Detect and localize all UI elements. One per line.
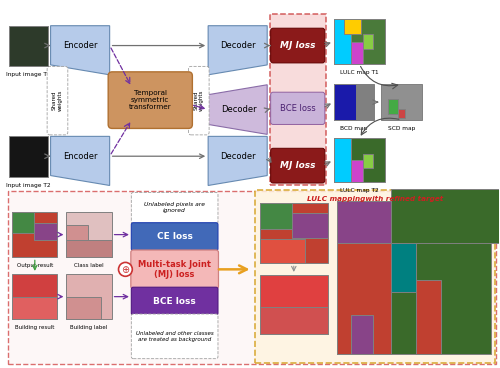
Bar: [334, 84, 356, 120]
Bar: [363, 34, 373, 49]
Text: MJ loss: MJ loss: [280, 161, 316, 170]
Bar: [66, 212, 112, 258]
Bar: [12, 212, 34, 233]
FancyBboxPatch shape: [188, 66, 209, 135]
Polygon shape: [208, 137, 267, 185]
Text: LULC map T2: LULC map T2: [340, 188, 378, 193]
Text: Building label: Building label: [70, 325, 108, 330]
FancyBboxPatch shape: [108, 72, 192, 128]
Bar: [351, 42, 363, 64]
Bar: [12, 212, 58, 258]
FancyBboxPatch shape: [132, 223, 218, 251]
FancyBboxPatch shape: [47, 66, 68, 135]
Bar: [260, 203, 328, 263]
Text: SCD map: SCD map: [388, 126, 415, 131]
Bar: [8, 191, 496, 364]
Text: Decoder: Decoder: [220, 41, 256, 50]
Bar: [66, 274, 112, 319]
FancyBboxPatch shape: [132, 192, 218, 224]
Text: Unlabeled pixels are
ignored: Unlabeled pixels are ignored: [144, 202, 205, 213]
Text: BCD map: BCD map: [340, 126, 367, 131]
Bar: [334, 84, 374, 120]
Bar: [66, 297, 101, 319]
Bar: [34, 223, 58, 240]
Bar: [363, 154, 373, 168]
Text: Encoder: Encoder: [63, 41, 98, 50]
Bar: [382, 84, 422, 120]
Bar: [334, 138, 351, 182]
Bar: [12, 297, 58, 319]
Bar: [388, 99, 398, 114]
Text: LULC map T1: LULC map T1: [340, 70, 378, 75]
Bar: [398, 109, 405, 118]
Text: BCE loss: BCE loss: [154, 297, 196, 305]
Polygon shape: [50, 137, 110, 185]
Text: Decoder: Decoder: [221, 105, 256, 114]
Text: MJ loss: MJ loss: [280, 41, 316, 50]
Polygon shape: [50, 26, 110, 75]
Bar: [392, 201, 416, 292]
Text: Input image T1: Input image T1: [6, 72, 51, 77]
Bar: [260, 203, 292, 229]
Bar: [334, 138, 386, 182]
Bar: [334, 19, 351, 64]
Text: Class label: Class label: [74, 263, 104, 268]
Text: Encoder: Encoder: [63, 152, 98, 161]
Bar: [66, 225, 88, 240]
Bar: [337, 201, 490, 354]
Polygon shape: [208, 85, 267, 134]
Bar: [255, 190, 495, 362]
Text: Building result: Building result: [15, 325, 54, 330]
Text: Output result: Output result: [16, 263, 53, 268]
Bar: [351, 315, 373, 354]
Bar: [260, 238, 305, 263]
Text: CE loss: CE loss: [156, 232, 192, 241]
Bar: [337, 201, 392, 243]
FancyBboxPatch shape: [270, 148, 325, 183]
Text: Decoder: Decoder: [220, 152, 256, 161]
Bar: [334, 19, 386, 64]
FancyBboxPatch shape: [270, 28, 325, 63]
Bar: [260, 307, 328, 335]
Bar: [416, 280, 440, 354]
Bar: [337, 201, 392, 354]
Bar: [8, 26, 48, 66]
Bar: [260, 275, 328, 335]
Bar: [292, 213, 328, 238]
Polygon shape: [208, 26, 267, 75]
Bar: [392, 189, 500, 243]
Text: Unlabeled and other classes
are treated as background: Unlabeled and other classes are treated …: [136, 331, 214, 342]
Circle shape: [118, 262, 132, 276]
Text: Shared
weights: Shared weights: [52, 90, 63, 112]
FancyBboxPatch shape: [132, 287, 218, 315]
Bar: [8, 137, 48, 177]
Text: Temporal
symmetric
transformer: Temporal symmetric transformer: [129, 90, 172, 110]
FancyBboxPatch shape: [270, 92, 325, 124]
Text: LULC mappingwith refined target: LULC mappingwith refined target: [307, 195, 443, 202]
Bar: [270, 14, 326, 185]
Text: Multi-task Joint
(MJ) loss: Multi-task Joint (MJ) loss: [138, 260, 211, 279]
Text: Input image T2: Input image T2: [6, 183, 51, 188]
Bar: [12, 274, 58, 319]
FancyBboxPatch shape: [131, 250, 218, 289]
Bar: [344, 19, 361, 34]
Text: Shared
weights: Shared weights: [194, 90, 204, 112]
Bar: [66, 240, 112, 258]
Text: BCE loss: BCE loss: [280, 103, 316, 113]
Text: $\oplus$: $\oplus$: [121, 264, 130, 275]
FancyBboxPatch shape: [132, 314, 218, 359]
Bar: [351, 160, 363, 182]
